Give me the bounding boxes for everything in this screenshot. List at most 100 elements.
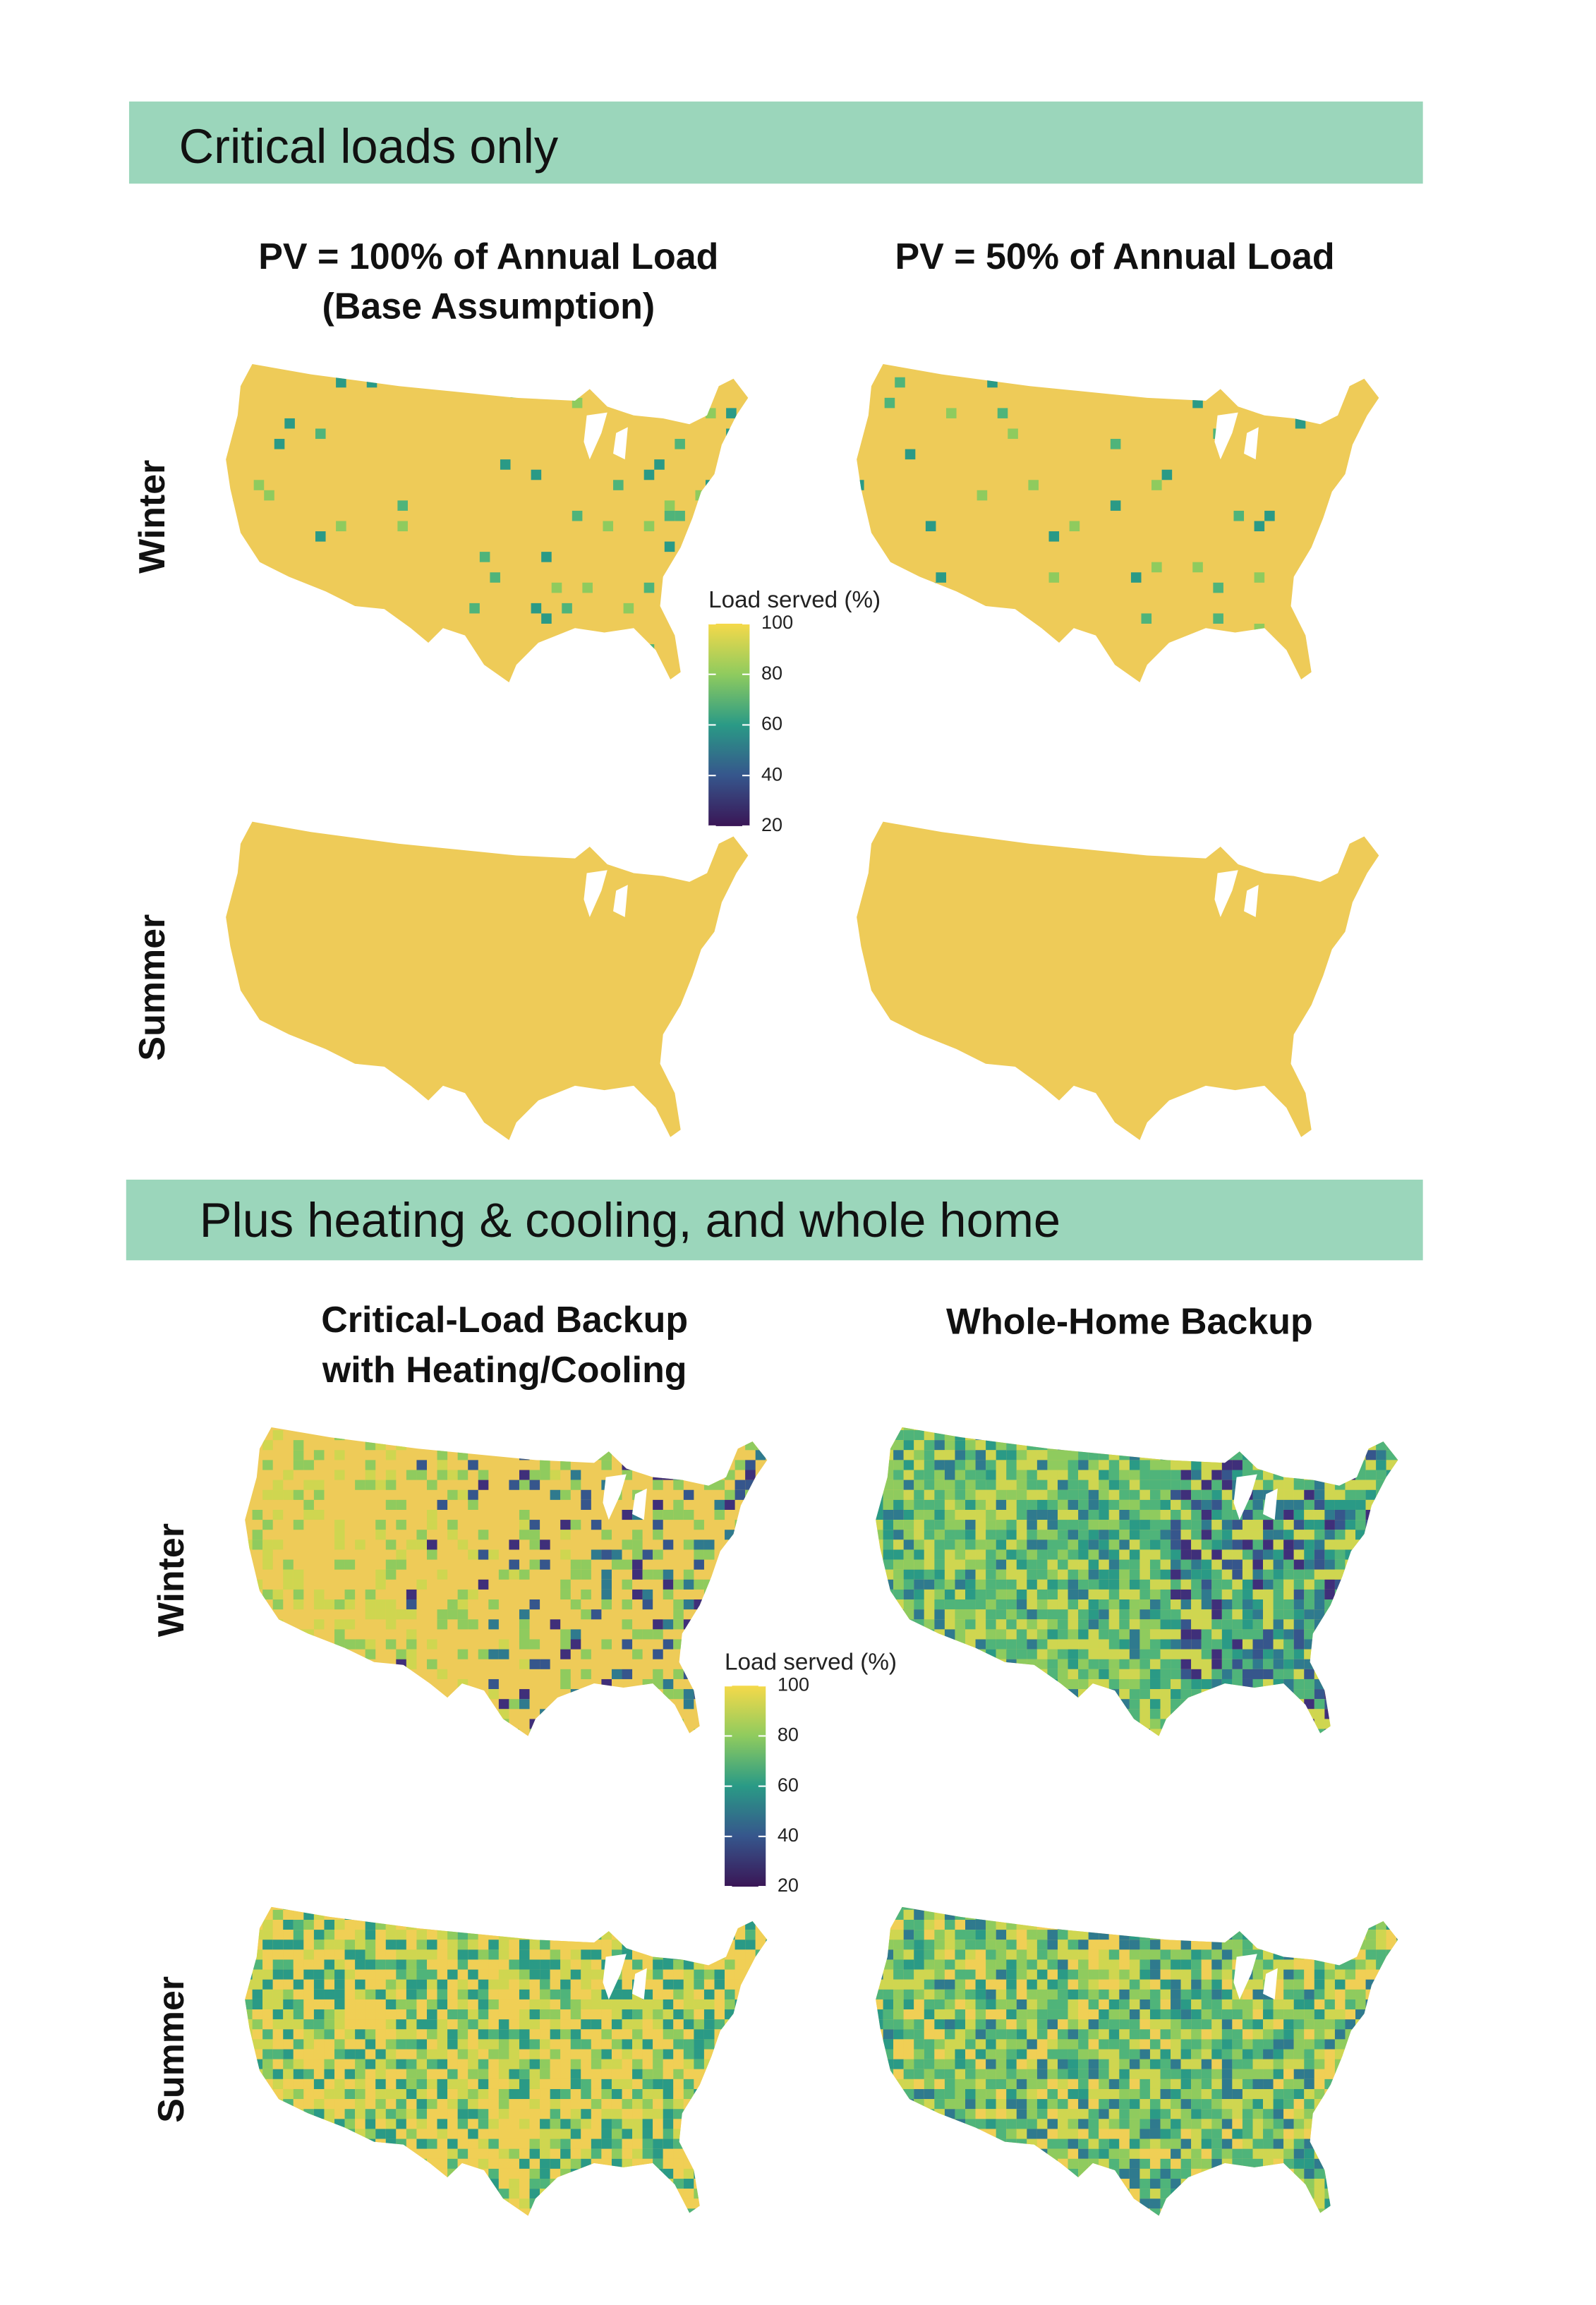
- county-cell: [683, 2168, 694, 2179]
- county-cell: [293, 1940, 304, 1950]
- county-cell: [653, 2109, 663, 2119]
- county-cell: [365, 2049, 376, 2059]
- county-cell: [283, 2039, 294, 2050]
- county-cell: [1334, 1569, 1346, 1580]
- county-cell: [591, 1920, 602, 1930]
- county-cell: [303, 1689, 314, 1700]
- county-cell: [745, 2009, 756, 2020]
- county-cell: [663, 2088, 674, 2100]
- county-cell: [416, 1470, 428, 1480]
- county-cell: [755, 1949, 766, 1960]
- county-cell: [914, 1959, 924, 1970]
- county-cell: [1057, 1940, 1068, 1950]
- county-cell: [1345, 1989, 1356, 2000]
- county-cell: [1304, 1619, 1314, 1630]
- county-cell: [457, 2208, 468, 2216]
- county-cell: [694, 1669, 704, 1679]
- county-cell: [468, 1729, 478, 1736]
- county-cell: [355, 1906, 365, 1910]
- county-cell: [1386, 1559, 1397, 1570]
- county-cell: [570, 2168, 581, 2179]
- county-cell: [1221, 1729, 1233, 1736]
- county-cell: [591, 1949, 602, 1960]
- county-cell: [1221, 1569, 1233, 1580]
- county-cell: [766, 1979, 768, 1990]
- county-cell: [488, 1979, 499, 1990]
- county-cell: [488, 1619, 499, 1630]
- county-cell: [447, 2049, 458, 2059]
- county-cell: [303, 2219, 314, 2229]
- county-cell: [293, 2179, 304, 2189]
- county-cell: [745, 1959, 756, 1970]
- county-cell: [673, 1999, 684, 2010]
- county-cell: [355, 2219, 365, 2229]
- county-cell: [1396, 1906, 1398, 1910]
- county-cell: [406, 2219, 417, 2229]
- county-cell: [1304, 1450, 1314, 1460]
- county-cell: [1283, 1499, 1294, 1510]
- county-cell: [1006, 1539, 1017, 1550]
- county-cell: [1057, 1999, 1068, 2010]
- county-cell: [1036, 1719, 1048, 1729]
- county-cell: [876, 2019, 883, 2030]
- county-cell: [944, 1619, 955, 1630]
- county-cell: [601, 1678, 612, 1690]
- county-cell: [1345, 1940, 1356, 1950]
- county-cell: [1027, 1689, 1037, 1700]
- county-cell: [1242, 1559, 1253, 1570]
- county-cell: [519, 1930, 530, 1940]
- county-cell: [622, 2079, 633, 2089]
- county-cell: [313, 1619, 325, 1630]
- county-cell: [416, 1999, 428, 2010]
- county-cell: [468, 1969, 478, 1980]
- county-cell: [1191, 1470, 1202, 1480]
- county-cell: [714, 2168, 725, 2179]
- county-cell: [519, 1530, 530, 1540]
- county-cell: [924, 1440, 935, 1451]
- county-cell: [1201, 1579, 1212, 1590]
- county-cell: [457, 2189, 468, 2199]
- county-cell: [1242, 1699, 1253, 1710]
- county-cell: [663, 2019, 674, 2030]
- county-cell: [498, 1979, 509, 1990]
- county-cell: [550, 2168, 561, 2179]
- county-cell: [1221, 1427, 1233, 1431]
- county-cell: [1057, 1619, 1068, 1630]
- county-cell: [560, 2069, 571, 2079]
- county-cell: [1365, 1549, 1377, 1560]
- county-cell: [1047, 1619, 1058, 1630]
- county-cell: [601, 2079, 612, 2089]
- county-cell: [355, 1659, 365, 1669]
- county-cell: [944, 1906, 955, 1910]
- county-cell: [893, 1739, 904, 1749]
- county-cell: [529, 2088, 540, 2100]
- county-cell: [273, 2219, 284, 2229]
- county-cell: [457, 2129, 468, 2139]
- county-cell: [1334, 1499, 1346, 1510]
- county-cell: [581, 2109, 591, 2119]
- county-cell: [745, 2069, 756, 2079]
- county-cell: [1211, 1699, 1222, 1710]
- county-cell: [1293, 1619, 1305, 1630]
- county-cell: [996, 1480, 1007, 1490]
- county-cell: [581, 2208, 591, 2216]
- county-cell: [725, 1979, 735, 1990]
- county-cell: [694, 1969, 704, 1980]
- county-cell: [406, 1649, 417, 1659]
- county-cell: [1211, 2009, 1222, 2020]
- county-cell: [653, 2168, 663, 2179]
- county-cell: [1334, 1480, 1346, 1490]
- county-cell: [1006, 2029, 1017, 2040]
- county-cell: [1191, 1969, 1202, 1980]
- us-map: [245, 1427, 768, 1749]
- county-cell: [245, 2208, 253, 2216]
- colorbar-label: 60: [761, 713, 782, 734]
- county-cell: [581, 1739, 591, 1749]
- county-cell: [1129, 2029, 1140, 2040]
- county-cell: [437, 2219, 448, 2229]
- county-cell: [457, 1619, 468, 1630]
- county-cell: [996, 1930, 1007, 1940]
- county-cell: [1016, 1480, 1027, 1490]
- county-cell: [252, 1940, 263, 1950]
- county-cell: [755, 2158, 766, 2169]
